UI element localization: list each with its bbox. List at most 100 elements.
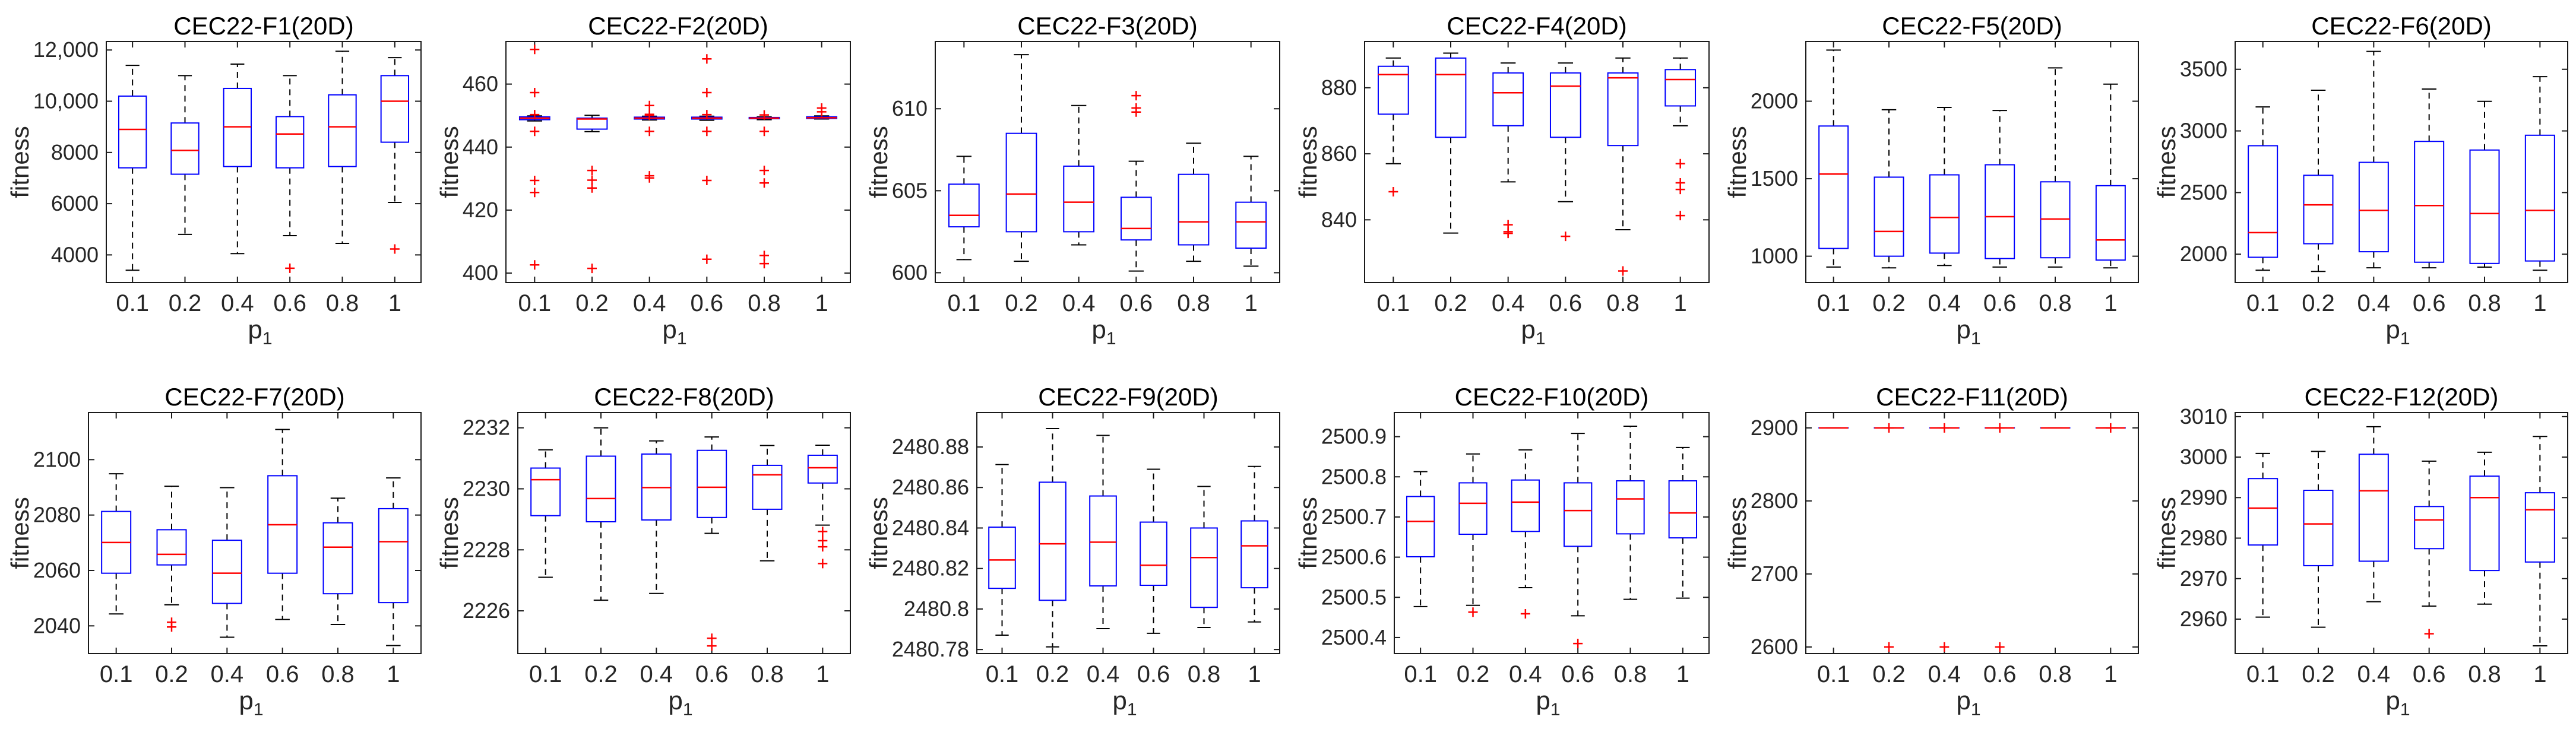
x-axis-label-base: p <box>248 315 262 344</box>
box <box>1240 520 1268 589</box>
x-tick-label: 0.4 <box>221 290 254 316</box>
box <box>530 467 561 516</box>
x-tick-label: 0.4 <box>1509 661 1542 687</box>
outlier-point <box>1618 266 1628 276</box>
y-tick-label: 2480.8 <box>904 597 969 621</box>
box <box>2303 175 2334 245</box>
outlier-point <box>759 178 769 188</box>
y-tick-label: 6000 <box>51 191 99 215</box>
x-tick-label: 1 <box>2104 661 2117 687</box>
x-tick-label: 1 <box>2104 290 2117 316</box>
y-axis-label: fitness <box>6 126 34 198</box>
box <box>948 183 980 228</box>
box <box>275 116 305 169</box>
y-tick-label: 2230 <box>463 476 510 500</box>
box <box>1005 132 1037 233</box>
boxplot-svg-f8: 2226 2228 2230 2232 0.1 0.2 0.4 0.6 0.8 1 CEC22-F8… <box>435 383 851 719</box>
x-axis-label: p1 <box>668 686 692 719</box>
box <box>1818 125 1849 249</box>
outlier-point <box>1884 642 1894 652</box>
outlier-point <box>707 641 717 651</box>
box <box>1607 72 1639 147</box>
x-tick-label: 1 <box>815 290 828 316</box>
y-tick-label: 420 <box>463 198 498 222</box>
outlier-point <box>818 527 828 537</box>
y-tick-label: 2500 <box>2180 180 2227 204</box>
y-tick-label: 2500.5 <box>1321 585 1387 609</box>
x-axis-label-base: p <box>1536 686 1550 715</box>
boxplot-svg-f4: 840 860 880 0.1 0.2 0.4 0.6 0.8 1 CEC22-F4(20D) fi… <box>1294 12 1710 348</box>
outlier-point <box>759 166 769 176</box>
y-tick-label: 2900 <box>1751 416 1798 440</box>
x-tick-label: 0.8 <box>321 661 355 687</box>
x-tick-label: 0.4 <box>640 661 673 687</box>
outlier-point <box>530 126 540 137</box>
box <box>2414 506 2445 550</box>
outlier-point <box>702 54 712 64</box>
outlier-point <box>530 176 540 186</box>
y-tick-label: 2970 <box>2180 566 2227 591</box>
x-tick-label: 0.6 <box>1137 661 1170 687</box>
y-tick-label: 2700 <box>1751 562 1798 586</box>
y-tick-label: 605 <box>892 178 928 202</box>
box <box>1874 176 1904 257</box>
box <box>1377 65 1409 115</box>
x-tick-label: 0.6 <box>1549 290 1583 316</box>
x-axis-label-subscript: 1 <box>2400 329 2410 348</box>
chart-title: CEC22-F1(20D) <box>173 12 353 40</box>
x-tick-label: 0.6 <box>695 661 729 687</box>
x-tick-label: 0.1 <box>1817 290 1850 316</box>
y-tick-label: 600 <box>892 260 928 284</box>
box <box>752 464 783 510</box>
box <box>1563 482 1593 547</box>
outlier-point <box>1131 91 1141 101</box>
x-tick-label: 0.2 <box>155 661 188 687</box>
x-tick-label: 0.2 <box>2302 290 2335 316</box>
box <box>2469 475 2500 572</box>
outlier-point <box>285 263 295 273</box>
outlier-point <box>1561 232 1571 242</box>
x-axis-label-base: p <box>1956 686 1970 715</box>
boxplot-svg-f10: 2500.4 2500.5 2500.6 2500.7 2500.8 2500.9 0.1 0… <box>1294 383 1710 719</box>
boxplot-svg-f12: 2960 2970 2980 2990 3000 3010 0.1 0.2 0.4 0.6 0.8 1… <box>2153 383 2568 719</box>
x-axis-label: p1 <box>2385 686 2410 719</box>
outlier-point <box>702 87 712 97</box>
x-axis-label: p1 <box>1521 315 1545 348</box>
chart-title: CEC22-F4(20D) <box>1447 12 1626 40</box>
x-tick-label: 0.1 <box>116 290 149 316</box>
y-tick-label: 2480.82 <box>892 556 969 581</box>
x-tick-label: 0.1 <box>986 661 1019 687</box>
x-tick-label: 0.4 <box>2357 661 2391 687</box>
outlier-point <box>759 110 769 120</box>
boxplot-svg-f6: 2000 2500 3000 3500 0.1 0.2 0.4 0.6 0.8 1 CEC22-F6… <box>2153 12 2568 348</box>
x-tick-label: 0.8 <box>2039 661 2072 687</box>
x-axis-label-subscript: 1 <box>254 700 264 719</box>
x-tick-label: 0.4 <box>1928 290 1961 316</box>
outlier-point <box>759 259 769 269</box>
y-axis-label: fitness <box>1294 497 1322 569</box>
outlier-point <box>702 126 712 137</box>
y-tick-label: 3000 <box>2180 445 2227 469</box>
outlier-point <box>1503 229 1513 239</box>
x-tick-label: 0.4 <box>211 661 244 687</box>
outlier-point <box>587 264 597 274</box>
chart-title: CEC22-F10(20D) <box>1455 383 1649 411</box>
x-tick-label: 0.8 <box>1614 661 1647 687</box>
x-axis-label-subscript: 1 <box>1536 329 1546 348</box>
outlier-point <box>1388 187 1398 197</box>
outlier-point <box>530 260 540 270</box>
outlier-point <box>587 183 597 193</box>
y-tick-label: 2500.6 <box>1321 545 1387 569</box>
box <box>2095 185 2126 261</box>
x-tick-label: 0.2 <box>2302 661 2335 687</box>
y-tick-label: 840 <box>1321 207 1357 232</box>
outlier-point <box>1468 607 1478 617</box>
axes-box <box>505 41 851 283</box>
x-tick-label: 0.1 <box>1817 661 1850 687</box>
chart-title: CEC22-F11(20D) <box>1876 383 2068 411</box>
y-axis-label: fitness <box>2153 497 2181 569</box>
axes-box <box>1805 412 2139 654</box>
outlier-point <box>1939 423 1950 433</box>
x-axis-label-subscript: 1 <box>677 329 687 348</box>
box <box>211 540 242 604</box>
